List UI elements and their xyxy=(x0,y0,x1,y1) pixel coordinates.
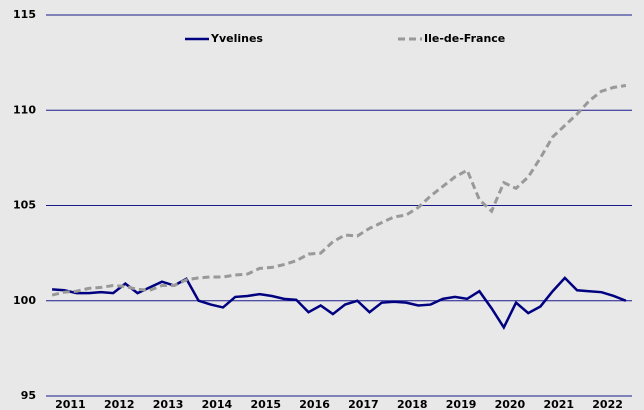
x-tick-label: 2019 xyxy=(446,398,477,410)
x-tick-label: 2015 xyxy=(250,398,281,410)
x-tick-label: 2021 xyxy=(543,398,574,410)
x-tick-label: 2014 xyxy=(202,398,233,410)
y-tick-label: 95 xyxy=(21,389,36,402)
y-tick-label: 100 xyxy=(13,294,36,307)
x-tick-label: 2017 xyxy=(348,398,379,410)
x-tick-label: 2012 xyxy=(104,398,135,410)
x-tick-label: 2022 xyxy=(592,398,623,410)
x-tick-label: 2018 xyxy=(397,398,428,410)
x-tick-label: 2020 xyxy=(495,398,526,410)
x-tick-label: 2013 xyxy=(153,398,184,410)
legend-label: Yvelines xyxy=(210,32,263,45)
y-tick-label: 110 xyxy=(13,103,36,116)
line-series xyxy=(51,84,627,297)
line-series xyxy=(52,276,627,330)
y-tick-label: 115 xyxy=(13,8,36,21)
x-tick-label: 2011 xyxy=(55,398,86,410)
y-tick-label: 105 xyxy=(13,199,36,212)
legend-label: Ile-de-France xyxy=(424,32,505,45)
x-tick-label: 2016 xyxy=(299,398,330,410)
